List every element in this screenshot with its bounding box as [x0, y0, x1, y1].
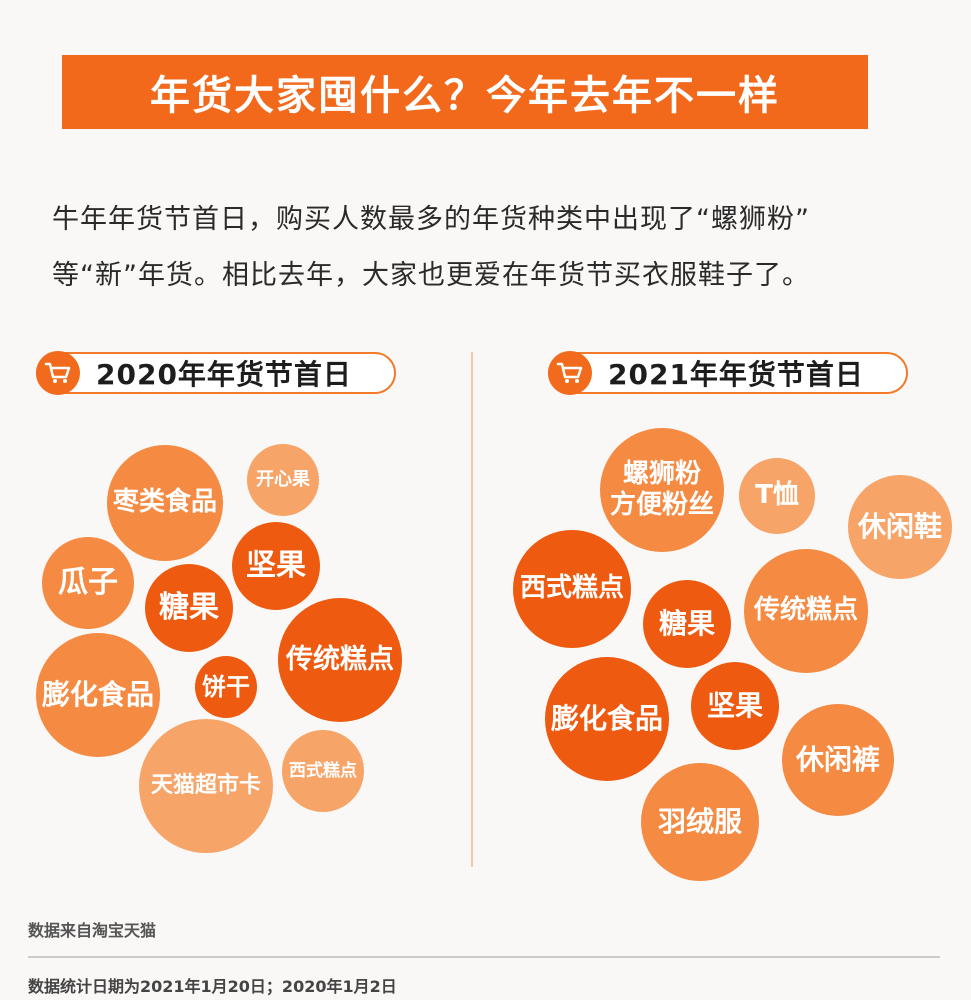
- panel-2021-header: 2021年年货节首日: [548, 351, 908, 395]
- data-dates: 数据统计日期为2021年1月20日；2020年1月2日: [28, 977, 397, 996]
- bubble-label: 休闲裤: [795, 743, 880, 777]
- bubble-item: 西式糕点: [513, 530, 631, 648]
- bubble-item: 膨化食品: [36, 633, 160, 757]
- bubble-item: 糖果: [145, 564, 233, 652]
- bubble-label: 传统糕点: [286, 643, 394, 675]
- bubble-item: 膨化食品: [545, 657, 669, 781]
- description-line-1: 牛年年货节首日，购买人数最多的年货种类中出现了“螺狮粉”: [52, 204, 810, 235]
- bubble-item: 西式糕点: [282, 730, 364, 812]
- bubble-item: 瓜子: [42, 537, 134, 629]
- bubble-label: 西式糕点: [519, 573, 624, 604]
- bubble-item: 休闲鞋: [848, 475, 952, 579]
- bubble-label: 膨化食品: [41, 678, 154, 712]
- panel-2021-label: 2021年年货节首日: [608, 358, 864, 391]
- description-line-2: 等“新”年货。相比去年，大家也更爱在年货节买衣服鞋子了。: [52, 260, 810, 291]
- bubble-label: 坚果: [246, 548, 306, 583]
- bubble-label: 天猫超市卡: [150, 772, 261, 798]
- panel-2020-header: 2020年年货节首日: [36, 351, 396, 395]
- bubble-label: T恤: [755, 480, 799, 511]
- bubble-label: 开心果: [256, 469, 310, 491]
- bubble-label: 膨化食品: [550, 702, 663, 736]
- bubble-label: 糖果: [159, 590, 219, 625]
- bubble-label: 螺狮粉 方便粉丝: [609, 458, 714, 520]
- bubble-item: 螺狮粉 方便粉丝: [600, 428, 724, 552]
- footer-divider: [28, 956, 940, 958]
- bubble-item: 枣类食品: [107, 445, 223, 561]
- bubble-item: T恤: [739, 458, 815, 534]
- panel-2020-label: 2020年年货节首日: [96, 358, 352, 391]
- bubble-label: 传统糕点: [753, 595, 858, 626]
- bubble-item: 传统糕点: [278, 598, 402, 722]
- bubble-label: 坚果: [706, 689, 763, 723]
- bubble-item: 坚果: [691, 662, 779, 750]
- bubble-item: 饼干: [195, 656, 257, 718]
- page-title: 年货大家囤什么？今年去年不一样: [150, 73, 780, 119]
- bubble-label: 休闲鞋: [857, 510, 942, 544]
- bubble-label: 西式糕点: [289, 760, 357, 781]
- title-banner: 年货大家囤什么？今年去年不一样: [62, 55, 868, 129]
- shopping-cart-icon: [36, 351, 80, 395]
- bubble-item: 天猫超市卡: [139, 719, 273, 853]
- panel-divider: [471, 352, 473, 867]
- bubble-item: 开心果: [247, 444, 319, 516]
- shopping-cart-icon: [548, 351, 592, 395]
- bubble-label: 枣类食品: [112, 487, 217, 518]
- bubble-label: 瓜子: [58, 565, 118, 600]
- data-source: 数据来自淘宝天猫: [28, 921, 157, 940]
- bubble-item: 羽绒服: [641, 763, 759, 881]
- bubble-item: 糖果: [643, 580, 731, 668]
- bubble-label: 糖果: [658, 607, 715, 641]
- bubble-item: 坚果: [232, 522, 320, 610]
- bubble-label: 羽绒服: [657, 805, 742, 839]
- bubble-label: 饼干: [202, 672, 250, 701]
- bubble-item: 传统糕点: [744, 549, 868, 673]
- bubble-item: 休闲裤: [782, 704, 894, 816]
